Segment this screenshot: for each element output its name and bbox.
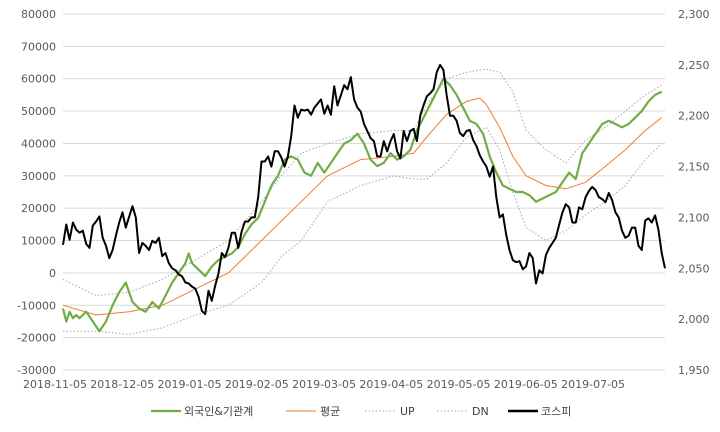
legend-label: 외국인&기관계 [184,405,253,418]
x-tick-label: 2018-11-05 [23,378,87,391]
left-tick-label: -30000 [17,364,56,377]
legend: 외국인&기관계 평균 UP DN 코스피 [151,405,571,418]
right-axis-ticks: 1,950 2,000 2,050 2,100 2,150 2,200 2,250 2,300 [678,8,710,377]
left-tick-label: 80000 [21,8,56,21]
left-tick-label: -20000 [17,332,56,345]
x-tick-label: 2019-03-05 [292,378,356,391]
x-tick-label: 2018-12-05 [90,378,154,391]
series-line-foreign-institution [61,77,663,333]
x-axis-ticks: 2018-11-05 2018-12-05 2019-01-05 2019-02-05… [23,378,625,391]
series-layer [61,63,666,335]
right-tick-label: 2,050 [678,262,710,275]
gridlines [63,13,665,371]
x-tick-label: 2019-05-05 [427,378,491,391]
right-tick-label: 1,950 [678,364,710,377]
left-tick-label: 50000 [21,105,56,118]
right-tick-label: 2,100 [678,211,710,224]
series-line-up-band [62,68,662,297]
right-tick-label: 2,200 [678,110,710,123]
left-tick-label: 40000 [21,137,56,150]
x-tick-label: 2019-07-05 [561,378,625,391]
right-tick-label: 2,250 [678,59,710,72]
legend-label: 코스피 [541,405,571,418]
series-line-kospi [62,63,666,316]
left-tick-label: -10000 [17,299,56,312]
left-tick-label: 20000 [21,202,56,215]
x-tick-label: 2019-02-05 [225,378,289,391]
series-line-average [62,97,663,316]
right-tick-label: 2,000 [678,313,710,326]
legend-label: UP [400,405,415,418]
left-tick-label: 10000 [21,235,56,248]
legend-label: DN [472,405,489,418]
left-tick-label: 0 [49,267,56,280]
left-tick-label: 30000 [21,170,56,183]
x-tick-label: 2019-06-05 [494,378,558,391]
left-axis-ticks: -30000 -20000 -10000 0 10000 20000 30000 40000 5… [17,8,56,377]
legend-label: 평균 [320,405,340,418]
right-tick-label: 2,300 [678,8,710,21]
x-tick-label: 2019-01-05 [158,378,222,391]
x-tick-label: 2019-04-05 [359,378,423,391]
right-tick-label: 2,150 [678,161,710,174]
left-tick-label: 70000 [21,40,56,53]
left-tick-label: 60000 [21,73,56,86]
